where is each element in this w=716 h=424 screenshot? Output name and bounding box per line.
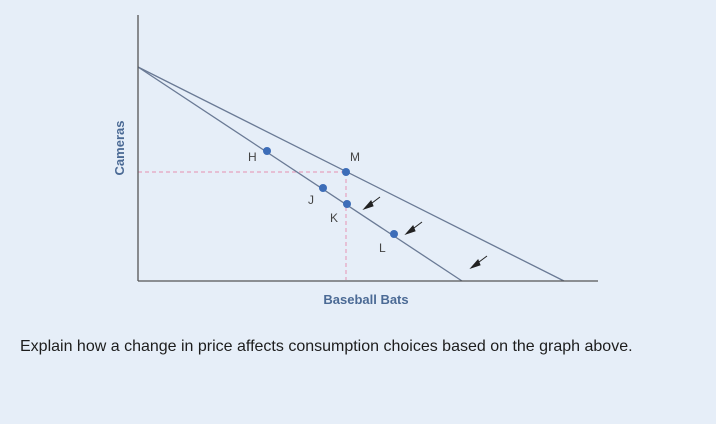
shift-arrow-icon bbox=[469, 255, 488, 270]
budget-constraint-diagram: H M J K L Baseball Bats Cameras bbox=[112, 15, 598, 307]
point-m bbox=[342, 168, 350, 176]
point-l bbox=[390, 230, 398, 238]
point-h bbox=[263, 147, 271, 155]
x-axis-label: Baseball Bats bbox=[323, 292, 408, 307]
point-label-l: L bbox=[379, 241, 386, 255]
point-label-h: H bbox=[248, 150, 257, 164]
point-label-m: M bbox=[350, 150, 360, 164]
y-axis-label: Cameras bbox=[112, 121, 127, 176]
shift-arrow-icon bbox=[404, 221, 423, 236]
point-label-j: J bbox=[308, 193, 314, 207]
point-label-k: K bbox=[330, 211, 338, 225]
point-j bbox=[319, 184, 327, 192]
point-k bbox=[343, 200, 351, 208]
question-text: Explain how a change in price affects co… bbox=[20, 338, 633, 355]
shift-arrow-icon bbox=[362, 196, 381, 211]
budget-line-new bbox=[137, 66, 463, 282]
budget-line-original bbox=[137, 66, 565, 282]
